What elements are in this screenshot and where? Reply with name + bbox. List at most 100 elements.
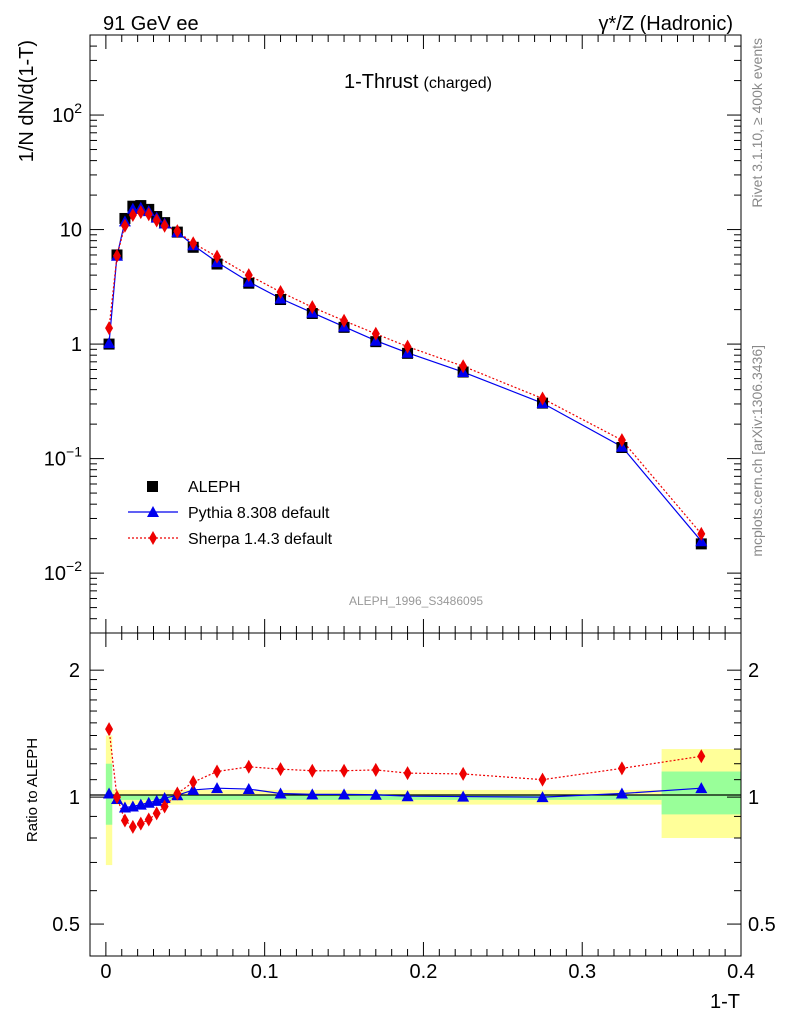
top-axis-ticks: 10−2 10−1 1 10 102 <box>44 34 742 634</box>
ratio-y-tick-label-right: 2 <box>748 660 759 682</box>
sherpa-ratio-point <box>340 763 349 778</box>
legend-label-pythia: Pythia 8.308 default <box>188 505 330 522</box>
stat-uncertainty-band <box>112 794 662 800</box>
top-panel-title: 1-Thrust (charged) <box>344 71 492 93</box>
pythia-ratio-point <box>695 782 708 794</box>
pythia-ratio-point <box>274 787 287 799</box>
legend-marker-sherpa <box>149 531 157 545</box>
sherpa-data-point <box>308 300 317 315</box>
top-y-tick-label: 102 <box>52 100 82 127</box>
ratio-y-tick-label-right: 1 <box>748 787 759 809</box>
legend-marker-aleph <box>147 481 158 492</box>
pythia-ratio-point <box>211 782 224 794</box>
pythia-ratio-point <box>103 787 116 799</box>
sherpa-data-point <box>459 359 468 374</box>
top-panel: 1-Thrust (charged) 1/N dN/d(1-T) ALEPH_19… <box>16 34 742 634</box>
ratio-y-tick-label: 1 <box>69 787 80 809</box>
sherpa-data-point <box>403 339 412 354</box>
sherpa-ratio-point <box>244 759 253 774</box>
sherpa-ratio-point <box>160 799 169 814</box>
sherpa-ratio-point <box>403 766 412 781</box>
top-y-axis-label: 1/N dN/d(1-T) <box>16 40 38 162</box>
ratio-y-tick-label: 2 <box>69 660 80 682</box>
header-right: γ*/Z (Hadronic) <box>599 13 733 35</box>
ratio-series-markers <box>103 722 708 834</box>
pythia-data-point <box>103 337 116 349</box>
sherpa-data-point <box>189 236 198 251</box>
sherpa-data-point <box>538 391 547 406</box>
sherpa-ratio-point <box>189 775 198 790</box>
pythia-ratio-point <box>158 792 171 804</box>
sherpa-data-point <box>136 205 145 220</box>
x-tick-label: 0.4 <box>727 961 755 983</box>
x-tick-label: 0.3 <box>568 961 596 983</box>
sherpa-data-point <box>173 224 182 239</box>
pythia-ratio-point <box>457 790 470 802</box>
pythia-ratio-point <box>306 788 319 800</box>
pythia-ratio-point <box>242 783 255 795</box>
pythia-ratio-point <box>187 783 200 795</box>
sherpa-data-point <box>371 326 380 341</box>
sherpa-ratio-point <box>371 762 380 777</box>
sherpa-data-point <box>105 321 114 336</box>
sherpa-data-point <box>160 218 169 233</box>
sherpa-ratio-point <box>213 764 222 779</box>
sherpa-data-point <box>244 268 253 283</box>
side-text-bottom: mcplots.cern.ch [arXiv:1306.3436] <box>749 345 765 557</box>
sherpa-data-point <box>213 249 222 264</box>
top-series-markers <box>103 200 708 550</box>
top-y-tick-label: 10 <box>60 220 82 242</box>
sherpa-ratio-point <box>136 816 145 831</box>
legend-label-aleph: ALEPH <box>188 479 240 496</box>
sherpa-ratio-line <box>108 728 702 828</box>
ratio-panel-frame <box>89 632 742 957</box>
ratio-axis-ticks: 0.5 0.5 1 1 2 2 0 0.1 0.2 0.3 0.4 <box>52 633 776 983</box>
legend-label-sherpa: Sherpa 1.4.3 default <box>188 531 333 548</box>
sherpa-ratio-point <box>538 772 547 787</box>
header-left: 91 GeV ee <box>103 13 199 35</box>
pythia-ratio-point <box>615 787 628 799</box>
pythia-ratio-point <box>401 790 414 802</box>
sherpa-data-point <box>697 526 706 541</box>
ratio-uncertainty-bands <box>105 735 741 866</box>
top-y-tick-label: 1 <box>71 334 82 356</box>
ratio-series-lines <box>108 728 702 828</box>
pythia-ratio-point <box>338 788 351 800</box>
sherpa-ratio-point <box>144 812 153 827</box>
sherpa-data-point <box>144 207 153 222</box>
sherpa-data-point <box>152 213 161 228</box>
sherpa-ratio-point <box>105 722 114 737</box>
sherpa-ratio-point <box>173 786 182 801</box>
x-tick-label: 0.2 <box>410 961 438 983</box>
ratio-y-tick-label: 0.5 <box>52 914 80 936</box>
ratio-y-axis-label: Ratio to ALEPH <box>24 738 41 842</box>
sherpa-ratio-point <box>120 813 129 828</box>
sherpa-ratio-point <box>276 762 285 777</box>
top-y-tick-label: 10−1 <box>44 444 82 471</box>
watermark: ALEPH_1996_S3486095 <box>349 594 483 608</box>
pythia-ratio-point <box>150 794 163 806</box>
x-tick-label: 0.1 <box>251 961 279 983</box>
sherpa-data-point <box>617 433 626 448</box>
top-y-tick-label: 10−2 <box>44 558 82 585</box>
sherpa-ratio-point <box>697 749 706 764</box>
legend-marker-pythia <box>147 506 159 517</box>
pythia-ratio-point <box>369 788 382 800</box>
pythia-ratio-point <box>536 791 549 803</box>
x-tick-label: 0 <box>100 961 111 983</box>
sherpa-ratio-point <box>152 806 161 821</box>
sherpa-data-point <box>112 248 121 263</box>
sherpa-data-point <box>120 218 129 233</box>
sherpa-data-point <box>128 208 137 223</box>
ratio-y-tick-label-right: 0.5 <box>748 914 776 936</box>
sherpa-ratio-point <box>308 763 317 778</box>
sherpa-data-point <box>276 284 285 299</box>
legend: ALEPH Pythia 8.308 default Sherpa 1.4.3 … <box>128 479 333 548</box>
sherpa-ratio-point <box>128 819 137 834</box>
side-text-top: Rivet 3.1.10, ≥ 400k events <box>749 38 765 208</box>
ratio-panel: 0.5 0.5 1 1 2 2 0 0.1 0.2 0.3 0.4 Ratio to ALEPH 1… <box>24 632 776 1013</box>
sherpa-ratio-point <box>112 790 121 805</box>
sherpa-ratio-point <box>459 766 468 781</box>
sherpa-ratio-point <box>617 761 626 776</box>
